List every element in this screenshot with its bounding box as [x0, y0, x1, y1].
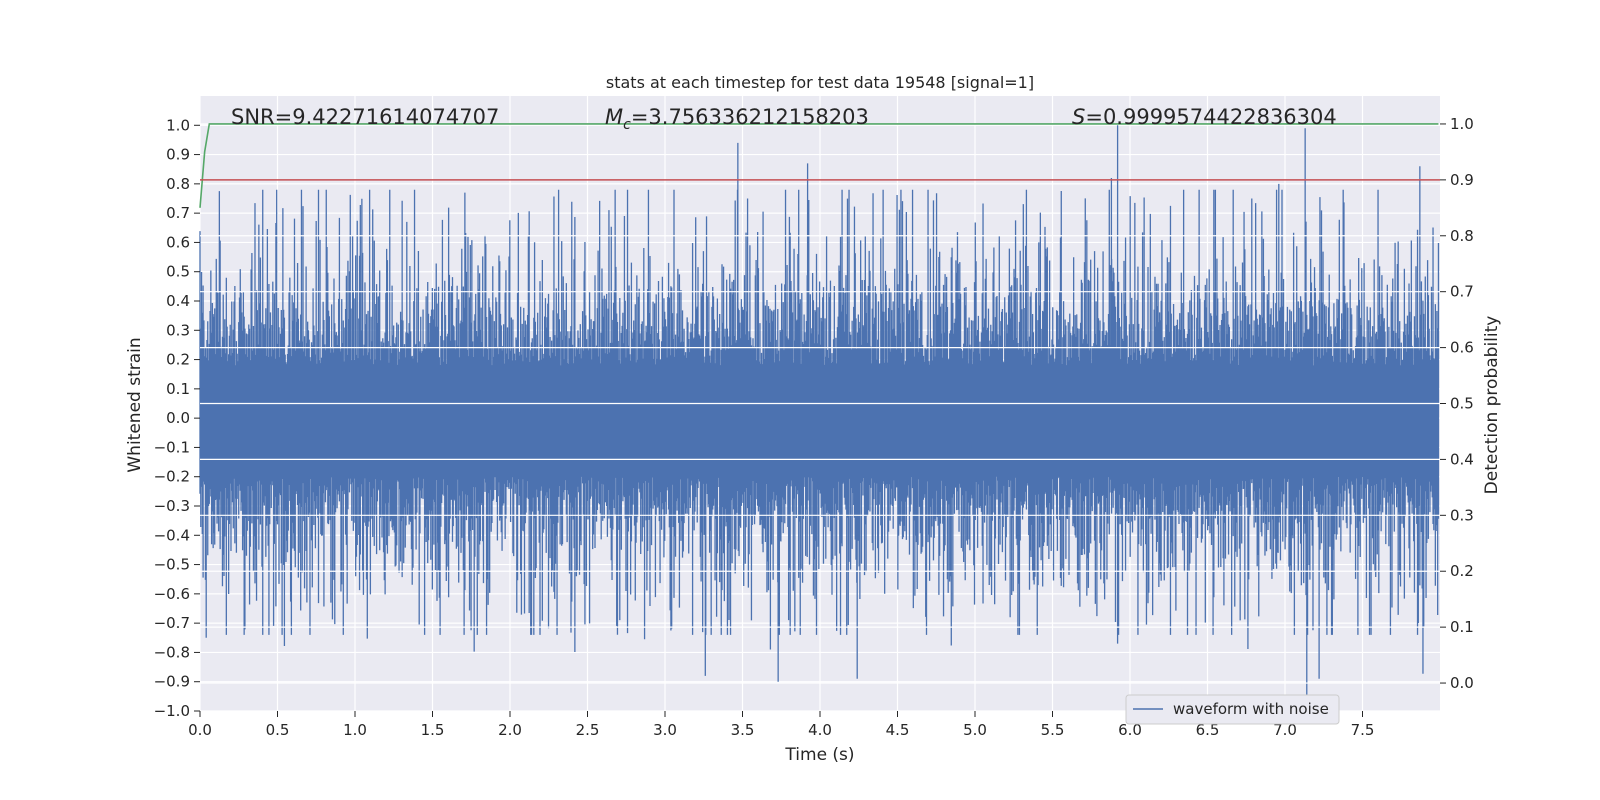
- x-tick-label: 5.5: [1041, 721, 1065, 739]
- x-tick-label: 2.5: [576, 721, 600, 739]
- chart-title: stats at each timestep for test data 195…: [606, 73, 1034, 92]
- y2-tick-label: 0.8: [1450, 227, 1474, 245]
- x-tick-label: 2.0: [498, 721, 522, 739]
- y2-tick-label: 0.0: [1450, 674, 1474, 692]
- y-tick-label: −0.2: [154, 468, 190, 486]
- y-tick-label: −0.1: [154, 438, 190, 456]
- y2-tick-label: 0.2: [1450, 562, 1474, 580]
- y-tick-labels: 1.0 0.9 0.8 0.7 0.6 0.5 0.4 0.3 0.2 0.1 0.0 −0.1 −0.…: [154, 116, 200, 720]
- y-tick-label: 0.2: [166, 351, 190, 369]
- y-tick-label: 0.8: [166, 175, 190, 193]
- x-tick-label: 6.5: [1196, 721, 1220, 739]
- x-tick-label: 1.0: [343, 721, 367, 739]
- y2-tick-label: 0.9: [1450, 171, 1474, 189]
- y2-tick-label: 0.6: [1450, 339, 1474, 357]
- y-tick-label: −0.4: [154, 526, 190, 544]
- x-tick-labels: 0.0 0.5 1.0 1.5 2.0 2.5 3.0 3.5 4.0 4.5 5.0 5.5 6.0 6…: [188, 711, 1374, 739]
- chirp-mass-annotation: Mc=3.756336212158203: [605, 105, 869, 133]
- snr-annotation: SNR=9.42271614074707: [231, 105, 499, 129]
- y-tick-label: −0.3: [154, 497, 190, 515]
- series-waveform-with-noise: [199, 125, 1440, 699]
- waveform-dense-band: [200, 368, 1439, 468]
- score-annotation: S=0.9999574422836304: [1072, 105, 1337, 129]
- x-tick-label: 6.0: [1118, 721, 1142, 739]
- x-tick-label: 4.0: [808, 721, 832, 739]
- y-tick-label: 0.7: [166, 204, 190, 222]
- x-tick-label: 4.5: [886, 721, 910, 739]
- y-tick-label: −1.0: [154, 702, 190, 720]
- y-tick-label: −0.7: [154, 614, 190, 632]
- y2-axis-label: Detection probability: [1482, 316, 1502, 495]
- chirp-mass-subscript: c: [623, 117, 631, 133]
- x-axis-label: Time (s): [784, 745, 854, 765]
- x-tick-label: 0.0: [188, 721, 212, 739]
- y-tick-label: 0.1: [166, 380, 190, 398]
- y-tick-label: 0.3: [166, 321, 190, 339]
- y2-tick-labels: 1.0 0.9 0.8 0.7 0.6 0.5 0.4 0.3 0.2 0.1 0.0: [1440, 115, 1474, 692]
- y2-tick-label: 0.7: [1450, 283, 1474, 301]
- y2-tick-label: 0.4: [1450, 450, 1474, 468]
- x-tick-label: 7.0: [1273, 721, 1297, 739]
- y-tick-label: −0.6: [154, 585, 190, 603]
- x-tick-label: 7.5: [1351, 721, 1375, 739]
- y-tick-label: 0.6: [166, 233, 190, 251]
- y2-tick-label: 0.1: [1450, 618, 1474, 636]
- score-value: =0.9999574422836304: [1085, 105, 1336, 129]
- score-symbol: S: [1072, 105, 1085, 129]
- chirp-mass-value: =3.756336212158203: [631, 105, 869, 129]
- y-tick-label: −0.8: [154, 643, 190, 661]
- series-detection-probability-line: [199, 123, 1439, 208]
- x-tick-label: 3.0: [653, 721, 677, 739]
- x-tick-label: 0.5: [266, 721, 290, 739]
- legend: waveform with noise: [1125, 694, 1340, 725]
- y-tick-label: 0.5: [166, 263, 190, 281]
- y-tick-label: 0.0: [166, 409, 190, 427]
- y-tick-label: −0.5: [154, 556, 190, 574]
- y-tick-label: −0.9: [154, 673, 190, 691]
- x-tick-label: 5.0: [963, 721, 987, 739]
- x-tick-label: 3.5: [731, 721, 755, 739]
- legend-box: [1125, 694, 1340, 725]
- y-tick-label: 1.0: [166, 116, 190, 134]
- y2-tick-label: 1.0: [1450, 115, 1474, 133]
- chirp-mass-symbol: M: [605, 105, 623, 129]
- y2-tick-label: 0.5: [1450, 395, 1474, 413]
- y-axis-label: Whitened strain: [125, 337, 145, 472]
- y2-tick-label: 0.3: [1450, 506, 1474, 524]
- legend-label-waveform: waveform with noise: [1173, 700, 1329, 718]
- y-tick-label: 0.9: [166, 146, 190, 164]
- y-tick-label: 0.4: [166, 292, 190, 310]
- x-tick-label: 1.5: [421, 721, 445, 739]
